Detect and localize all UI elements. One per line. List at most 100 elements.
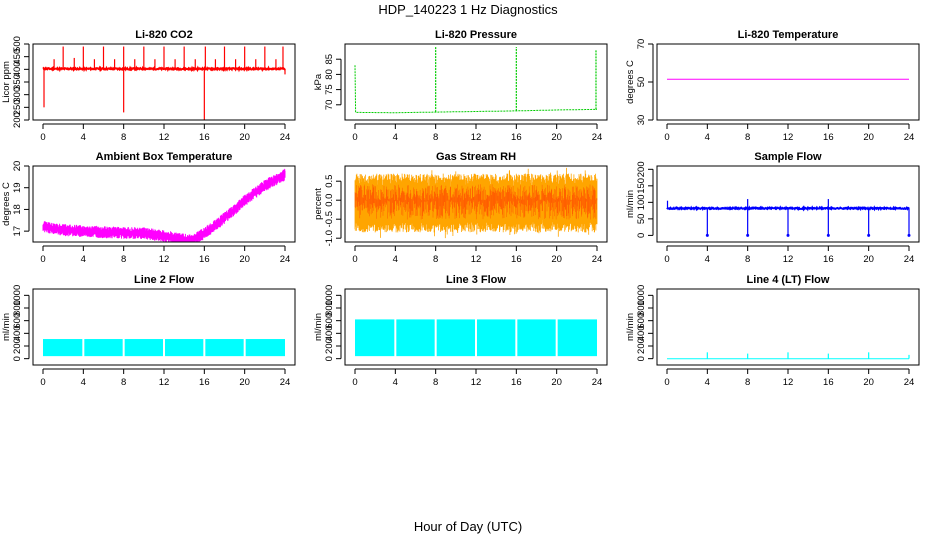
y-tick-label: 200 [636,161,647,177]
y-tick-label: 100 [636,194,647,210]
chart-panel: Line 2 Flow ml/min 0 4 8 12 16 20 24 0 20040060080… [1,274,296,388]
x-tick-label: 16 [199,377,210,388]
panel-title: Line 2 Flow [134,274,194,286]
plot-frame [656,288,920,366]
y-axis-label: kPa [313,73,324,90]
y-tick-label: 85 [324,54,335,65]
chart-panel: Line 3 Flow ml/min 0 4 8 12 16 20 24 0 20040060080… [313,274,608,388]
x-tick-label: 24 [592,254,603,265]
x-tick-label: 0 [664,132,669,143]
y-tick-label: 400 [12,325,23,341]
rh-core [354,184,598,220]
flow-block [517,319,556,357]
x-tick-label: 0 [664,377,669,388]
x-tick-label: 8 [433,377,438,388]
panel-title: Ambient Box Temperature [96,151,233,163]
y-tick-label: 1000 [12,285,23,306]
y-tick-label: 30 [636,115,647,126]
panel-title: Gas Stream RH [436,151,516,163]
x-tick-label: 24 [280,132,291,143]
y-tick-label: 400 [636,325,647,341]
x-tick-label: 4 [393,377,398,388]
y-tick-label: 300 [12,87,23,103]
plot-frame [656,165,920,243]
chart-panel: Ambient Box Temperature degrees C 0 4 8 12 16 2… [1,151,296,265]
x-tick-label: 16 [823,254,834,265]
x-tick-label: 0 [664,254,669,265]
y-tick-label: 250 [12,99,23,115]
x-tick-label: 4 [393,254,398,265]
figure-xlabel: Hour of Day (UTC) [414,519,522,534]
y-axis-label: degrees C [625,60,636,104]
flow-block [84,339,123,357]
y-tick-label: -1.0 [324,230,335,246]
y-tick-label: 600 [324,313,335,329]
y-tick-label: 0.0 [324,194,335,207]
temperature-band [42,168,286,242]
x-tick-label: 24 [592,377,603,388]
y-tick-label: 80 [324,69,335,80]
x-tick-label: 20 [863,132,874,143]
plot-frame [344,43,608,121]
plot-area [354,167,598,239]
y-axis-label: Licor ppm [1,61,12,103]
x-tick-label: 8 [745,254,750,265]
y-axis-label: ml/min [625,190,636,218]
plot-area [667,352,910,360]
y-tick-label: 600 [12,313,23,329]
x-tick-label: 12 [783,377,794,388]
x-tick-label: 8 [433,132,438,143]
y-tick-label: 800 [636,300,647,316]
point-mark [705,233,709,237]
flow-block [245,339,285,357]
x-tick-label: 0 [40,377,45,388]
plot-frame [32,43,296,121]
x-tick-label: 12 [159,377,170,388]
x-tick-label: 4 [81,254,86,265]
x-tick-label: 8 [121,132,126,143]
x-tick-label: 0 [40,132,45,143]
panel-title: Line 3 Flow [446,274,506,286]
rh-band [354,167,598,239]
chart-panel: Line 4 (LT) Flow ml/min 0 4 8 12 16 20 24 0 200400… [625,274,920,388]
y-axis-label: ml/min [313,313,324,341]
x-tick-label: 4 [705,377,710,388]
x-tick-label: 20 [239,377,250,388]
x-tick-label: 8 [745,132,750,143]
y-tick-label: 50 [636,77,647,88]
flow-block [557,319,597,357]
y-tick-label: 0 [324,356,335,361]
y-tick-label: 70 [636,39,647,50]
y-tick-label: 17 [12,226,23,237]
x-tick-label: 12 [471,254,482,265]
x-tick-label: 16 [511,377,522,388]
x-tick-label: 4 [81,377,86,388]
x-tick-label: 12 [471,377,482,388]
plot-area [666,199,911,237]
flow-block [436,319,475,357]
plot-area [42,46,286,120]
plot-area [43,339,285,357]
y-tick-label: 1000 [324,285,335,306]
x-tick-label: 4 [705,254,710,265]
x-tick-label: 16 [823,132,834,143]
point-mark [826,233,830,237]
flow-block [205,339,244,357]
x-tick-label: 24 [280,377,291,388]
x-tick-label: 8 [745,377,750,388]
plot-frame [32,288,296,366]
point-mark [867,233,871,237]
x-tick-label: 0 [352,377,357,388]
x-tick-label: 20 [239,132,250,143]
panel-title: Li-820 Temperature [738,29,839,41]
y-axis-label: percent [313,188,324,220]
flow-block [124,339,163,357]
flow-block [477,319,516,357]
y-tick-label: 500 [12,36,23,52]
x-tick-label: 20 [551,132,562,143]
flow-block [165,339,204,357]
panel-title: Line 4 (LT) Flow [747,274,830,286]
y-tick-label: 0 [636,233,647,238]
